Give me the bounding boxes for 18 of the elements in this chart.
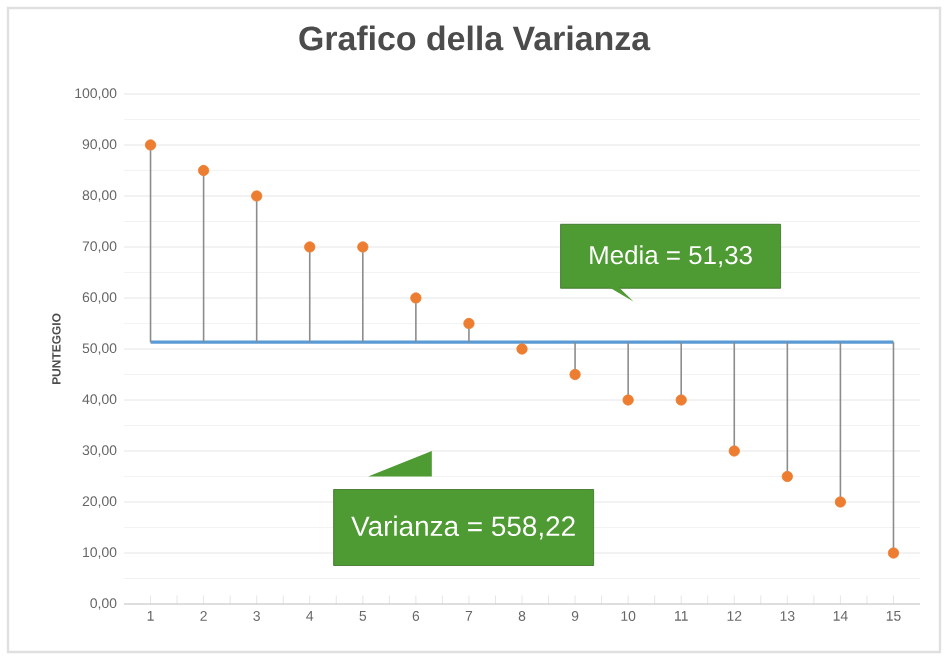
- point: [675, 394, 687, 406]
- point: [622, 394, 634, 406]
- point: [357, 241, 369, 253]
- point: [834, 496, 846, 508]
- point: [569, 368, 581, 381]
- ref-line-label: Media = 51,33: [590, 245, 752, 268]
- point: [463, 317, 475, 330]
- point: [198, 164, 210, 177]
- annotation: Varianza = 558,22: [351, 515, 575, 540]
- point: [781, 470, 793, 483]
- point: [728, 445, 740, 457]
- chart-title: Grafico della Varianza: [299, 25, 651, 51]
- point: [887, 547, 900, 559]
- point: [251, 190, 263, 202]
- point: [410, 292, 422, 304]
- point: [516, 343, 528, 355]
- point: [304, 241, 316, 253]
- point: [144, 139, 157, 151]
